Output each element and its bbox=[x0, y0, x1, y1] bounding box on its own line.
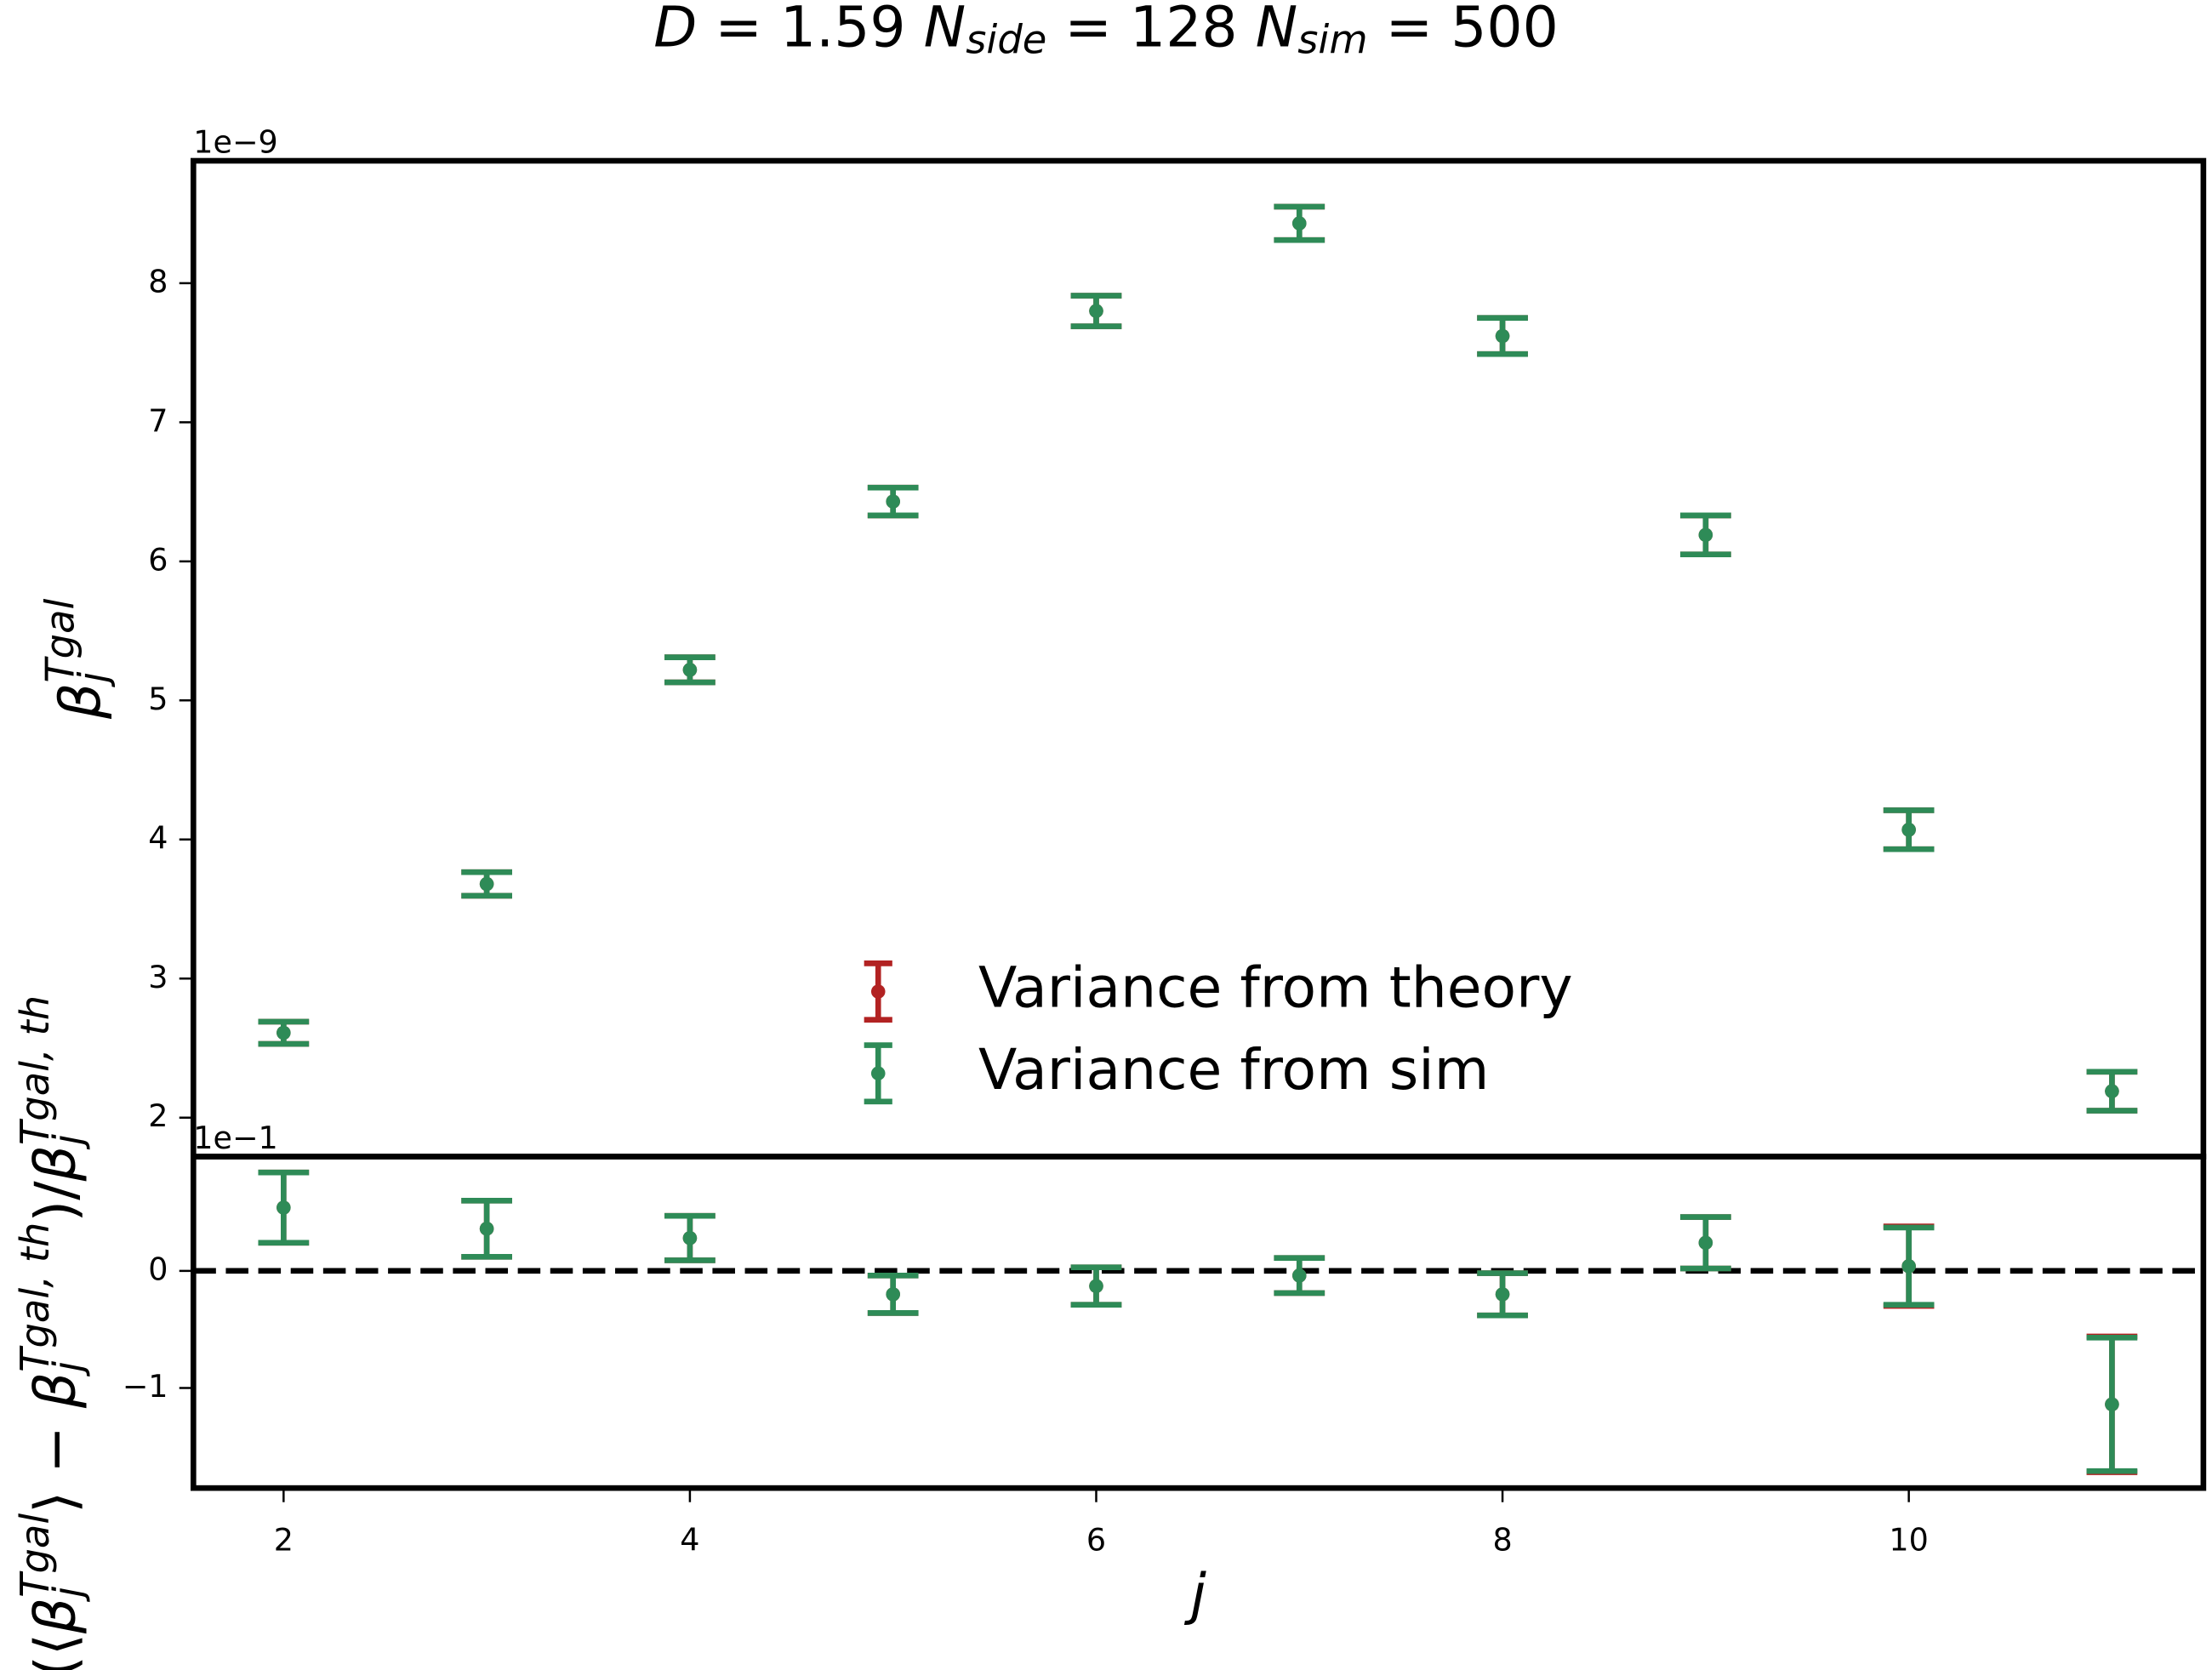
y-tick-label: 4 bbox=[148, 819, 168, 856]
x-axis-label: j bbox=[1183, 1561, 1206, 1627]
label-part: Tgal, th bbox=[12, 1223, 58, 1372]
marker bbox=[1089, 304, 1103, 318]
marker bbox=[682, 663, 698, 677]
marker bbox=[886, 494, 900, 509]
x-tick-label: 8 bbox=[1492, 1522, 1512, 1559]
legend-marker bbox=[870, 1066, 886, 1080]
label-part: )/ bbox=[22, 1181, 88, 1223]
marker bbox=[1291, 216, 1307, 231]
y-tick-label: 2 bbox=[148, 1097, 168, 1134]
y-tick-label: 0 bbox=[148, 1251, 168, 1287]
marker bbox=[1901, 823, 1916, 837]
axis-offset-label: 1e−9 bbox=[193, 124, 277, 161]
x-tick-label: 4 bbox=[680, 1522, 699, 1559]
x-tick-label: 2 bbox=[274, 1522, 294, 1559]
marker bbox=[1495, 1287, 1510, 1302]
label-part: = 128 bbox=[1046, 0, 1255, 60]
label-part: D bbox=[653, 0, 697, 60]
marker bbox=[1698, 527, 1713, 543]
marker bbox=[682, 1231, 698, 1245]
legend-label: Variance from theory bbox=[978, 955, 1573, 1021]
label-part: N bbox=[924, 0, 966, 60]
marker bbox=[479, 1221, 494, 1236]
label-part: = 500 bbox=[1368, 0, 1559, 60]
chart-title: D = 1.59 Nside = 128 Nsim = 500 bbox=[653, 0, 1559, 63]
label-part: side bbox=[966, 17, 1046, 63]
x-tick-label: 10 bbox=[1889, 1522, 1928, 1559]
label-part: (⟨ bbox=[22, 1633, 88, 1670]
label-part: β bbox=[22, 1372, 88, 1409]
label-part: β bbox=[48, 683, 114, 720]
marker bbox=[2105, 1084, 2119, 1098]
label-part: = 1.59 bbox=[697, 0, 923, 60]
marker bbox=[1495, 328, 1510, 344]
marker bbox=[276, 1200, 291, 1215]
legend-label: Variance from sim bbox=[978, 1036, 1489, 1103]
label-part: β bbox=[22, 1145, 88, 1182]
y-tick-label: 6 bbox=[148, 541, 168, 578]
y-tick-label: 5 bbox=[148, 681, 168, 717]
y-tick-label: −1 bbox=[123, 1368, 168, 1405]
y-axis-label: βjTgal bbox=[37, 598, 117, 720]
marker bbox=[1089, 1279, 1103, 1294]
y-tick-label: 7 bbox=[148, 402, 168, 439]
y-tick-label: 8 bbox=[148, 263, 168, 299]
label-part: β bbox=[22, 1598, 88, 1634]
label-part: Tgal bbox=[12, 1513, 58, 1598]
marker bbox=[1698, 1235, 1713, 1251]
label-part: Tgal, th bbox=[12, 995, 58, 1145]
x-tick-label: 6 bbox=[1086, 1522, 1106, 1559]
axis-offset-label: 1e−1 bbox=[193, 1120, 277, 1156]
marker bbox=[1901, 1259, 1916, 1274]
marker bbox=[479, 876, 494, 892]
legend-marker bbox=[870, 984, 886, 999]
marker bbox=[2105, 1397, 2119, 1412]
marker bbox=[886, 1287, 900, 1302]
label-part: ⟩ − bbox=[22, 1408, 88, 1513]
label-part: N bbox=[1256, 0, 1298, 60]
marker bbox=[1291, 1268, 1307, 1283]
label-part: Tgal bbox=[37, 598, 83, 682]
y-axis-label: (⟨βjTgal⟩ − βjTgal, th)/βjTgal, th bbox=[12, 995, 91, 1670]
axes-frame bbox=[190, 1154, 2207, 1491]
y-tick-label: 3 bbox=[148, 959, 168, 995]
marker bbox=[276, 1025, 291, 1040]
label-part: sim bbox=[1297, 17, 1367, 63]
